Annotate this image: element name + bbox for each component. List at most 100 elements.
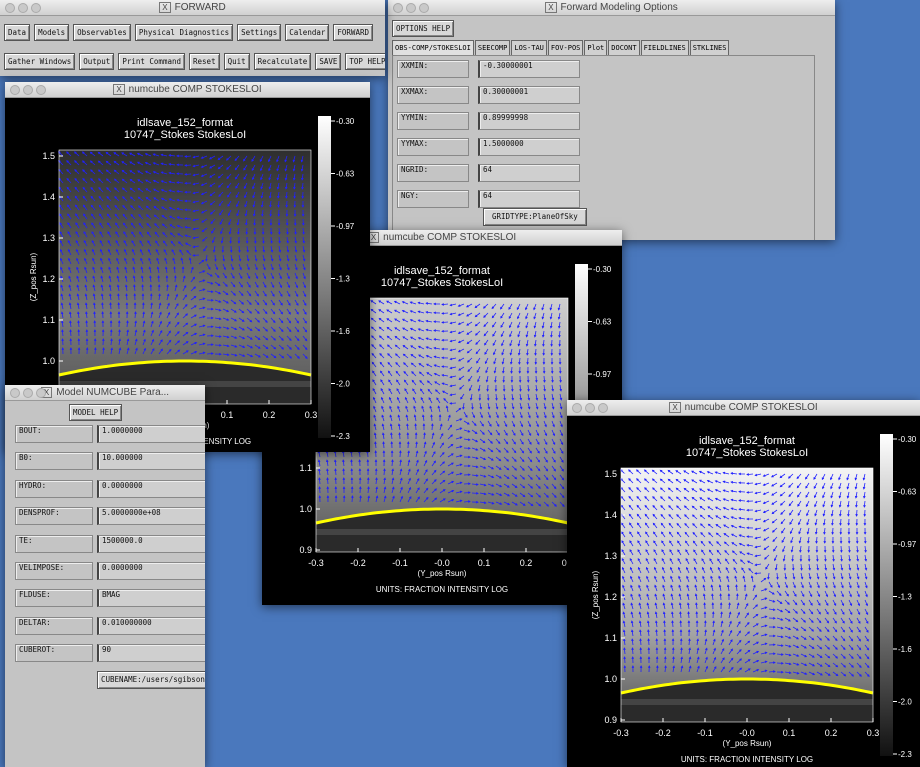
field-label: CUBEROT: bbox=[15, 644, 93, 663]
window-button[interactable] bbox=[10, 388, 20, 398]
tab[interactable]: SEECOMP bbox=[474, 40, 511, 56]
window-title: Model NUMCUBE Para... bbox=[56, 387, 170, 398]
x-icon: X bbox=[669, 402, 681, 413]
colorbar-label: -0.97 bbox=[898, 540, 917, 549]
grid-type-button[interactable]: GRIDTYPE:PlaneOfSky bbox=[483, 208, 587, 226]
window-button[interactable] bbox=[585, 403, 595, 413]
limb-line bbox=[315, 507, 569, 525]
toolbar-button[interactable]: Calendar bbox=[285, 24, 330, 41]
window-button[interactable] bbox=[23, 85, 33, 95]
cubename-button[interactable]: CUBENAME:/users/sgibson/ bbox=[97, 671, 205, 689]
tab[interactable]: Plot bbox=[584, 40, 608, 56]
window-title: FORWARD bbox=[174, 2, 226, 13]
y-tick-label: 1.4 bbox=[604, 510, 617, 520]
toolbar-button[interactable]: Output bbox=[79, 53, 115, 70]
x-icon: X bbox=[545, 2, 557, 13]
window-controls bbox=[393, 3, 432, 18]
x-tick-label: -0.3 bbox=[613, 728, 629, 738]
title-bar: X FORWARD bbox=[0, 0, 385, 16]
tab[interactable]: FIELDLINES bbox=[640, 40, 689, 56]
toolbar-button[interactable]: SAVE bbox=[315, 53, 342, 70]
field-input[interactable]: 64 bbox=[478, 164, 580, 182]
field-input[interactable]: 90 bbox=[97, 644, 205, 663]
field-input[interactable]: 0.010000000 bbox=[97, 616, 205, 635]
field-input[interactable]: 10.000000 bbox=[97, 452, 205, 471]
help-button[interactable]: OPTIONS HELP bbox=[392, 20, 455, 37]
window-title: numcube COMP STOKESLOI bbox=[684, 402, 818, 413]
units-label: UNITS: FRACTION INTENSITY LOG bbox=[681, 755, 813, 764]
window-button[interactable] bbox=[572, 403, 582, 413]
toolbar-button[interactable]: Models bbox=[34, 24, 70, 41]
help-button[interactable]: MODEL HELP bbox=[69, 404, 123, 421]
y-tick-label: 1.4 bbox=[42, 192, 55, 202]
toolbar-button[interactable]: Gather Windows bbox=[4, 53, 76, 70]
window-controls bbox=[572, 403, 611, 418]
window-button[interactable] bbox=[36, 85, 46, 95]
field-input[interactable]: BMAG bbox=[97, 589, 205, 608]
y-tick-label: 1.0 bbox=[299, 504, 312, 514]
tab[interactable]: FOV-POS bbox=[547, 40, 584, 56]
window-button[interactable] bbox=[23, 388, 33, 398]
field-input[interactable]: -0.30000001 bbox=[478, 60, 580, 78]
window-button[interactable] bbox=[5, 3, 15, 13]
title-bar: X Model NUMCUBE Para... bbox=[5, 385, 205, 401]
x-axis-label: (Y_pos Rsun) bbox=[418, 569, 467, 578]
x-tick-label: -0.1 bbox=[392, 558, 408, 568]
y-tick-label: 1.3 bbox=[42, 233, 55, 243]
colorbar-label: -1.6 bbox=[898, 645, 912, 654]
field-input[interactable]: 1.0000000 bbox=[97, 425, 205, 443]
toolbar-button[interactable]: Reset bbox=[189, 53, 220, 70]
window-button[interactable] bbox=[31, 3, 41, 13]
toolbar-button[interactable]: Settings bbox=[237, 24, 282, 41]
toolbar-button[interactable]: FORWARD bbox=[333, 24, 373, 41]
colorbar-label: -0.63 bbox=[593, 318, 612, 327]
window-controls bbox=[5, 3, 44, 18]
window-button[interactable] bbox=[419, 3, 429, 13]
field-input[interactable]: 1.5000000 bbox=[478, 138, 580, 156]
field-input[interactable]: 5.0000000e+08 bbox=[97, 507, 205, 526]
x-tick-label: -0.3 bbox=[308, 558, 324, 568]
window-button[interactable] bbox=[406, 3, 416, 13]
y-axis-label: (Z_pos Rsun) bbox=[29, 252, 38, 301]
tab[interactable]: DOCONT bbox=[608, 40, 640, 56]
field-label: B0: bbox=[15, 452, 93, 471]
colorbar-label: -1.3 bbox=[336, 275, 350, 284]
field-input[interactable]: 0.0000000 bbox=[97, 562, 205, 580]
field-label: NGY: bbox=[397, 190, 469, 208]
toolbar-button[interactable]: Observables bbox=[73, 24, 131, 41]
colorbar-label: -2.0 bbox=[336, 380, 350, 389]
disk-band bbox=[621, 699, 873, 705]
colorbar-label: -2.0 bbox=[898, 698, 912, 707]
window-content: Data Models Observables Physical Diagnostic… bbox=[0, 16, 385, 76]
x-icon: X bbox=[113, 84, 125, 95]
colorbar-label: -0.30 bbox=[336, 117, 355, 126]
window-button[interactable] bbox=[36, 388, 46, 398]
tab[interactable]: OBS-COMP/STOKESLOI bbox=[392, 40, 474, 56]
colorbar bbox=[318, 116, 331, 438]
y-tick-label: 0.9 bbox=[604, 715, 617, 725]
window-button[interactable] bbox=[10, 85, 20, 95]
field-input[interactable]: 0.30000001 bbox=[478, 86, 580, 104]
field-input[interactable]: 64 bbox=[478, 190, 580, 208]
toolbar-button[interactable]: Data bbox=[4, 24, 31, 41]
toolbar-button[interactable]: TOP HELP bbox=[345, 53, 385, 70]
window-button[interactable] bbox=[393, 3, 403, 13]
toolbar-button[interactable]: Recalculate bbox=[253, 53, 312, 70]
field-input[interactable]: 0.89999998 bbox=[478, 112, 580, 130]
tab[interactable]: STKLINES bbox=[689, 40, 730, 56]
colorbar-label: -2.3 bbox=[898, 750, 912, 759]
toolbar-button[interactable]: Print Command bbox=[118, 53, 186, 70]
toolbar-button[interactable]: Quit bbox=[223, 53, 250, 70]
field-label: VELIMPOSE: bbox=[15, 562, 93, 580]
field-input[interactable]: 1500000.0 bbox=[97, 534, 205, 553]
x-tick-label: 0.1 bbox=[221, 410, 234, 420]
window-button[interactable] bbox=[598, 403, 608, 413]
tab[interactable]: LOS-TAU bbox=[511, 40, 547, 56]
colorbar-label: -0.30 bbox=[898, 435, 917, 444]
vector-field bbox=[620, 469, 870, 678]
field-input[interactable]: 0.0000000 bbox=[97, 479, 205, 498]
window-button[interactable] bbox=[18, 3, 28, 13]
toolbar-button[interactable]: Physical Diagnostics bbox=[134, 24, 234, 41]
